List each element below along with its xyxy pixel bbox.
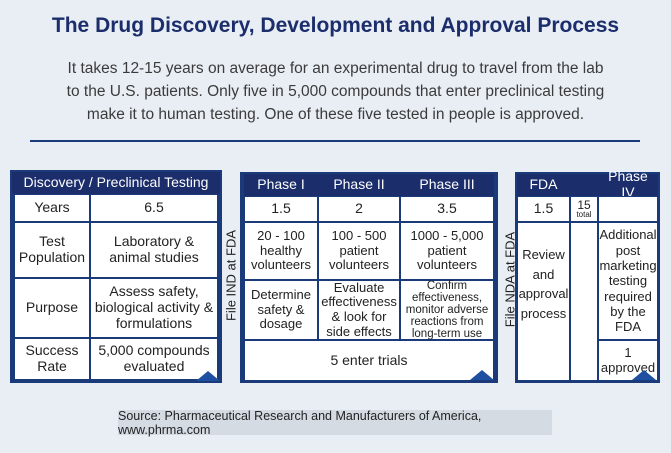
cell: Confirm effectiveness, monitor adverse r…	[400, 280, 494, 340]
cell: Evaluate effectiveness & look for side e…	[318, 280, 400, 340]
header: FDA	[517, 174, 570, 196]
cell: Assess safety, biological activity & for…	[90, 278, 218, 338]
phase-header: Phase III	[400, 174, 494, 196]
header: Phase IV	[598, 168, 658, 200]
cell: Review and approval process	[517, 222, 570, 381]
cell: Laboratory & animal studies	[90, 222, 218, 278]
divider	[30, 140, 640, 142]
row-label: Purpose	[14, 278, 90, 338]
subtitle-line: It takes 12-15 years on average for an e…	[67, 60, 604, 77]
subtitle-line: to the U.S. patients. Only five in 5,000…	[66, 83, 605, 100]
cell: Additional post marketing testing requir…	[598, 222, 658, 340]
total-label: total	[576, 210, 592, 219]
subtitle-line: make it to human testing. One of these f…	[86, 106, 585, 123]
phase-header: Phase II	[318, 174, 400, 196]
title: The Drug Discovery, Development and Appr…	[51, 14, 620, 37]
cell: 1.5	[517, 196, 570, 222]
cell: 100 - 500 patient volunteers	[318, 222, 400, 280]
cell: 6.5	[90, 194, 218, 222]
cell: 5 enter trials	[244, 340, 494, 381]
decoration	[632, 370, 656, 380]
row-label: Test Population	[14, 222, 90, 278]
cell: 2	[318, 196, 400, 222]
decoration	[470, 370, 494, 380]
cell: 20 - 100 healthy volunteers	[244, 222, 318, 280]
row-label: Years	[14, 194, 90, 222]
row-label: Success Rate	[14, 338, 90, 380]
cell	[598, 196, 658, 222]
header	[570, 174, 598, 196]
cell: 5,000 compounds evaluated	[90, 338, 218, 380]
cell: 15 total	[570, 196, 598, 222]
total-years: 15	[577, 198, 591, 212]
cell: Determine safety & dosage	[244, 280, 318, 340]
decoration	[196, 371, 220, 381]
cell	[570, 222, 598, 381]
cell: 1.5	[244, 196, 318, 222]
cell: 1000 - 5,000 patient volunteers	[400, 222, 494, 280]
milestone-label: File IND at FDA	[223, 230, 239, 322]
phase-header: Phase I	[244, 174, 318, 196]
source: Source: Pharmaceutical Research and Manu…	[118, 409, 552, 437]
cell: 3.5	[400, 196, 494, 222]
panel-header: Discovery / Preclinical Testing	[12, 172, 220, 194]
